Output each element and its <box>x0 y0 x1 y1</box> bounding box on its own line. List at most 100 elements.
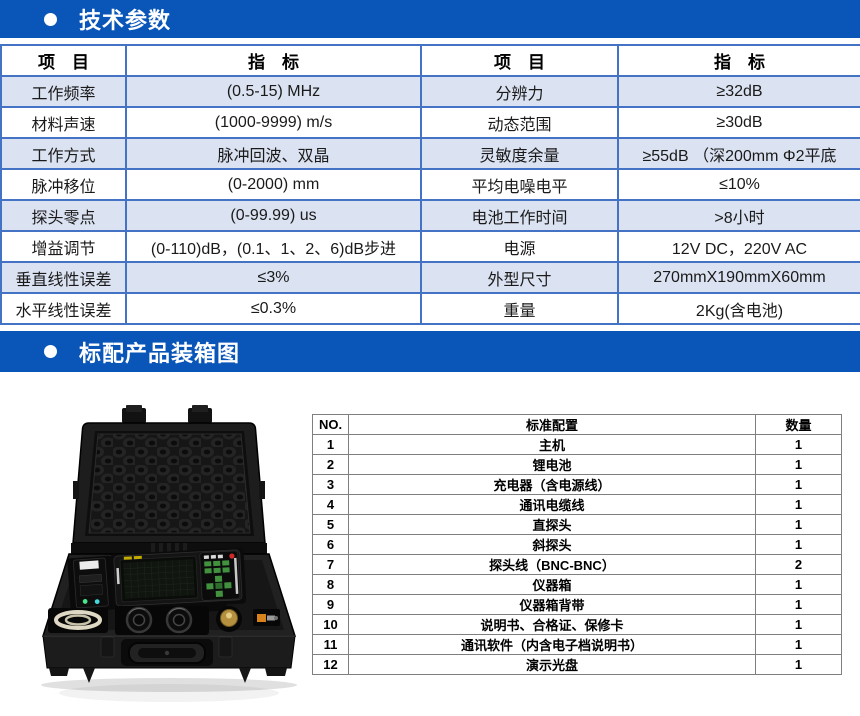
spec-row: 材料声速 (1000-9999) m/s 动态范围 ≥30dB <box>0 106 860 139</box>
packing-row: 7 探头线（BNC-BNC） 2 <box>312 554 842 575</box>
spec-col-header: 项 目 <box>0 44 127 77</box>
packing-row: 12 演示光盘 1 <box>312 654 842 675</box>
packing-no-cell: 2 <box>312 454 349 475</box>
packing-row: 11 通讯软件（内含电子档说明书） 1 <box>312 634 842 655</box>
spec-item-cell: 动态范围 <box>420 106 619 139</box>
packing-row: 4 通讯电缆线 1 <box>312 494 842 515</box>
spec-value-cell: ≤0.3% <box>125 292 422 325</box>
spec-row: 工作方式 脉冲回波、双晶 灵敏度余量 ≥55dB （深200mm Φ2平底 <box>0 137 860 170</box>
spec-table-container: 项 目 指 标 项 目 指 标 工作频率 (0.5-15) MHz 分辨力 ≥3… <box>0 44 860 325</box>
spec-col-header: 指 标 <box>125 44 422 77</box>
spec-value-cell: ≤10% <box>617 168 860 201</box>
packing-row: 9 仪器箱背带 1 <box>312 594 842 615</box>
spec-value-cell: 12V DC，220V AC <box>617 230 860 263</box>
packing-row: 1 主机 1 <box>312 434 842 455</box>
packing-no-cell: 5 <box>312 514 349 535</box>
case-front <box>42 635 296 683</box>
packing-no-cell: 7 <box>312 554 349 575</box>
packing-qty-cell: 1 <box>755 654 842 675</box>
packing-row: 6 斜探头 1 <box>312 534 842 555</box>
packing-no-cell: 9 <box>312 594 349 615</box>
spec-col-header: 项 目 <box>420 44 619 77</box>
spec-value-cell: (0.5-15) MHz <box>125 75 422 108</box>
spec-row: 水平线性误差 ≤0.3% 重量 2Kg(含电池) <box>0 292 860 325</box>
packing-qty-cell: 1 <box>755 614 842 635</box>
packing-row: 2 锂电池 1 <box>312 454 842 475</box>
packing-qty-cell: 1 <box>755 474 842 495</box>
spec-row: 垂直线性误差 ≤3% 外型尺寸 270mmX190mmX60mm <box>0 261 860 294</box>
packing-row: 10 说明书、合格证、保修卡 1 <box>312 614 842 635</box>
spec-value-cell: ≤3% <box>125 261 422 294</box>
spec-row: 工作频率 (0.5-15) MHz 分辨力 ≥32dB <box>0 75 860 108</box>
packing-name-cell: 主机 <box>348 434 756 455</box>
unit-keypad <box>199 550 241 601</box>
packing-name-cell: 仪器箱背带 <box>348 594 756 615</box>
packing-no-cell: 10 <box>312 614 349 635</box>
white-cable-coil <box>54 610 102 630</box>
spec-value-cell: >8小时 <box>617 199 860 232</box>
packing-no-cell: 11 <box>312 634 349 655</box>
packing-qty-cell: 1 <box>755 574 842 595</box>
case-latches <box>122 405 212 423</box>
packing-row: 8 仪器箱 1 <box>312 574 842 595</box>
equipment-case-photo <box>41 405 297 702</box>
packing-no-cell: 8 <box>312 574 349 595</box>
spec-value-cell: 270mmX190mmX60mm <box>617 261 860 294</box>
spec-item-cell: 灵敏度余量 <box>420 137 619 170</box>
spec-item-cell: 重量 <box>420 292 619 325</box>
packing-row: 3 充电器（含电源线） 1 <box>312 474 842 495</box>
packing-name-cell: 锂电池 <box>348 454 756 475</box>
spec-item-cell: 探头零点 <box>0 199 127 232</box>
spec-item-cell: 增益调节 <box>0 230 127 263</box>
packing-name-cell: 探头线（BNC-BNC） <box>348 554 756 575</box>
packing-table-container: NO. 标准配置 数量 1 主机 1 2 锂电池 1 3 充电器 <box>312 414 842 675</box>
spec-value-cell: ≥30dB <box>617 106 860 139</box>
front-latch <box>100 636 115 658</box>
spec-item-cell: 平均电噪电平 <box>420 168 619 201</box>
packing-no-cell: 4 <box>312 494 349 515</box>
packing-col-header: 标准配置 <box>348 414 756 435</box>
packing-col-header: NO. <box>312 414 349 435</box>
packing-qty-cell: 1 <box>755 534 842 555</box>
packing-name-cell: 通讯电缆线 <box>348 494 756 515</box>
packing-qty-cell: 1 <box>755 634 842 655</box>
spec-item-cell: 脉冲移位 <box>0 168 127 201</box>
section-title: 技术参数 <box>79 8 172 33</box>
spec-value-cell: 2Kg(含电池) <box>617 292 860 325</box>
spec-item-cell: 工作频率 <box>0 75 127 108</box>
packing-no-cell: 12 <box>312 654 349 675</box>
packing-col-header: 数量 <box>755 414 842 435</box>
packing-qty-cell: 1 <box>755 434 842 455</box>
packing-qty-cell: 1 <box>755 454 842 475</box>
packing-name-cell: 充电器（含电源线） <box>348 474 756 495</box>
packing-name-cell: 通讯软件（内含电子档说明书） <box>348 634 756 655</box>
spec-value-cell: (1000-9999) m/s <box>125 106 422 139</box>
packing-no-cell: 6 <box>312 534 349 555</box>
packing-qty-cell: 1 <box>755 494 842 515</box>
packing-name-cell: 说明书、合格证、保修卡 <box>348 614 756 635</box>
case-tray <box>41 547 297 637</box>
case-hinge <box>71 543 267 554</box>
case-shadow <box>41 678 297 692</box>
bullet-icon <box>44 345 57 358</box>
spec-row: 脉冲移位 (0-2000) mm 平均电噪电平 ≤10% <box>0 168 860 201</box>
spec-item-cell: 垂直线性误差 <box>0 261 127 294</box>
spec-value-cell: 脉冲回波、双晶 <box>125 137 422 170</box>
packing-row: 5 直探头 1 <box>312 514 842 535</box>
packing-qty-cell: 2 <box>755 554 842 575</box>
lid-foam <box>88 433 251 534</box>
packing-qty-cell: 1 <box>755 514 842 535</box>
spec-item-cell: 水平线性误差 <box>0 292 127 325</box>
spec-value-cell: (0-110)dB，(0.1、1、2、6)dB步进 <box>125 230 422 263</box>
bullet-icon <box>44 12 57 26</box>
spec-item-cell: 电源 <box>420 230 619 263</box>
front-latch <box>218 636 233 658</box>
packing-no-cell: 3 <box>312 474 349 495</box>
packing-name-cell: 演示光盘 <box>348 654 756 675</box>
section-header-tech: 技术参数 <box>0 0 860 38</box>
spec-value-cell: (0-2000) mm <box>125 168 422 201</box>
section-title: 标配产品装箱图 <box>79 340 241 366</box>
black-cable-coils <box>125 606 193 634</box>
main-unit-item <box>109 547 247 616</box>
